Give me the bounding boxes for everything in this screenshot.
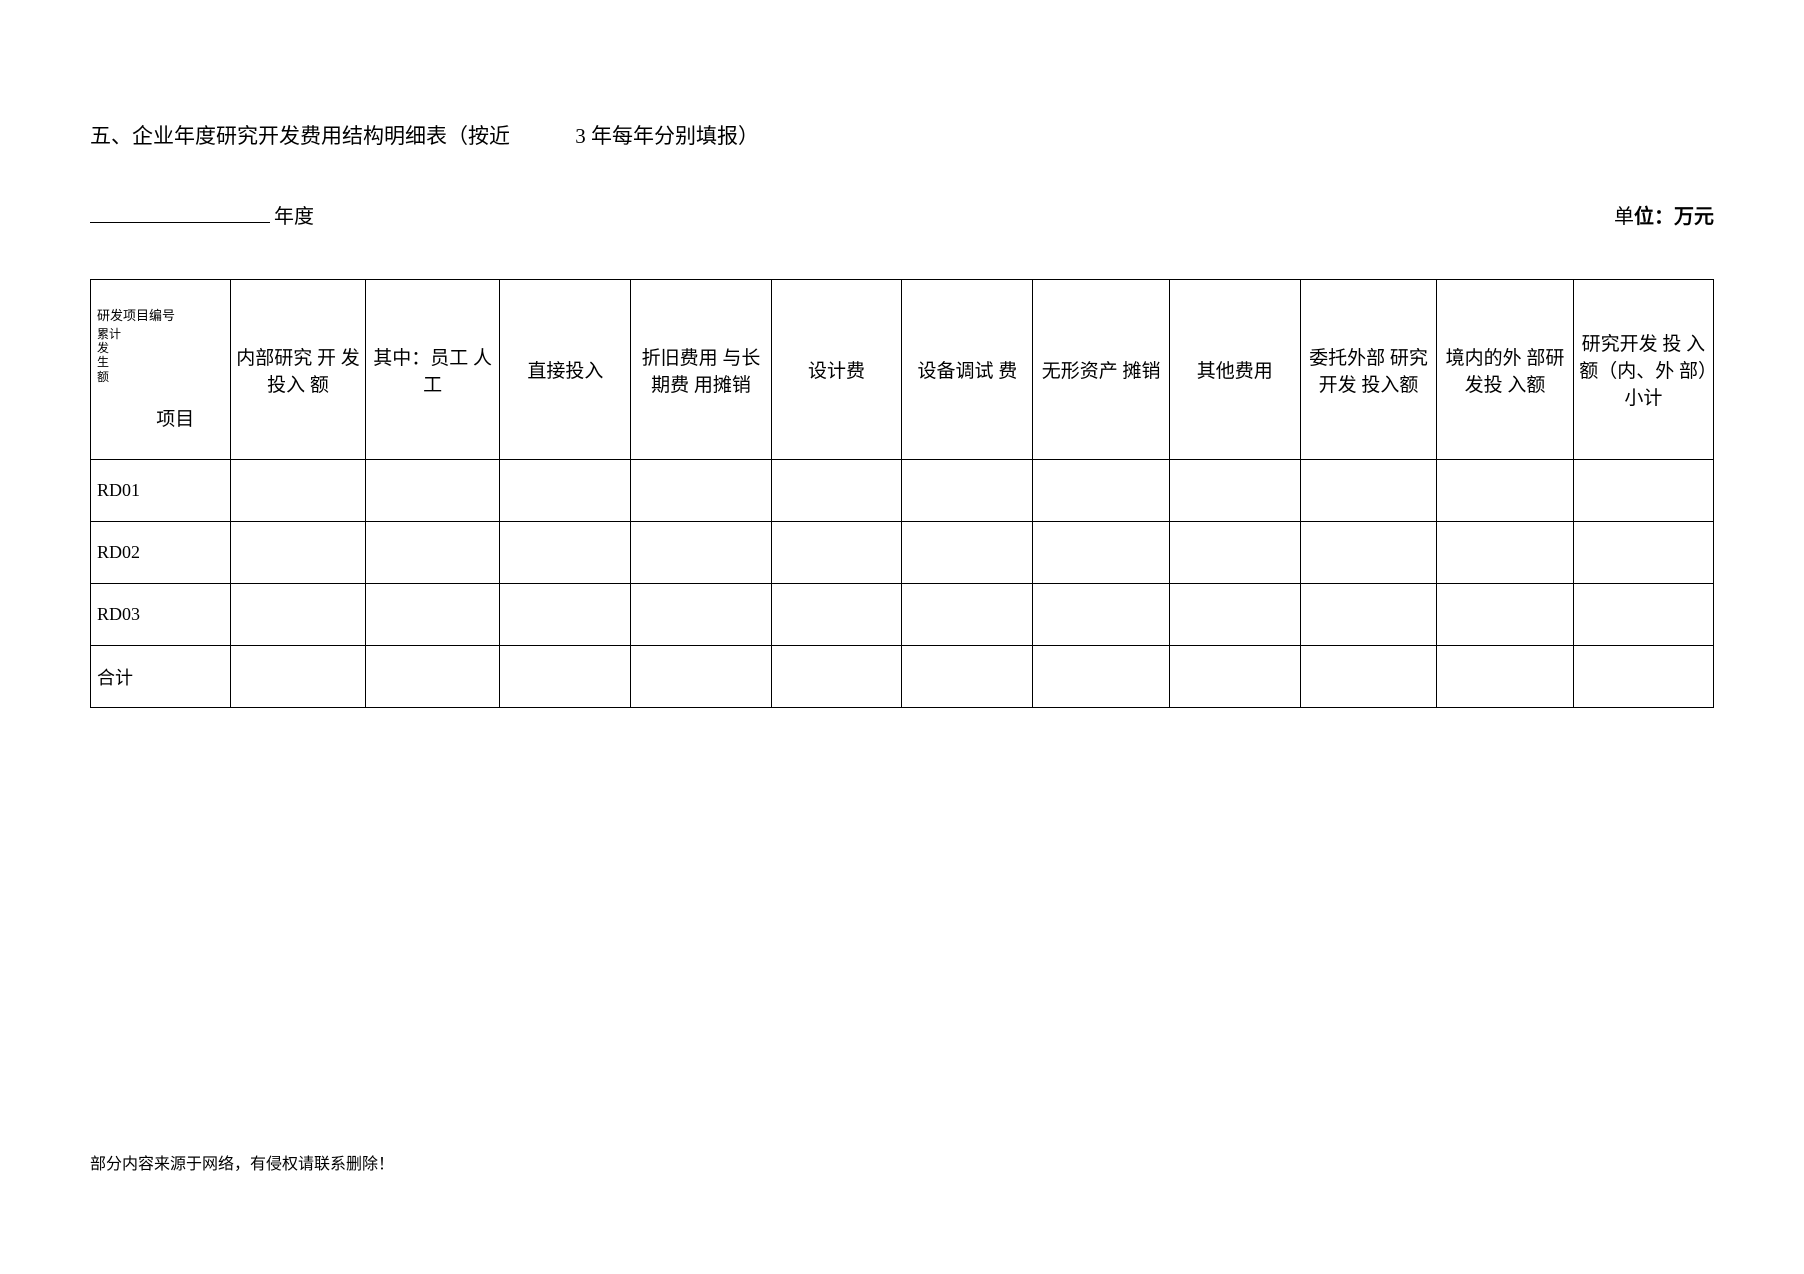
data-cell <box>902 460 1033 522</box>
header-col-2: 其中：员工 人 工 <box>365 280 500 460</box>
data-cell <box>231 646 366 708</box>
data-cell <box>771 522 902 584</box>
header-col-0: 研发项目编号 累计发生额 项目 <box>91 280 231 460</box>
data-cell <box>231 584 366 646</box>
header-col-8: 其他费用 <box>1169 280 1300 460</box>
data-cell <box>500 522 631 584</box>
data-cell <box>1300 460 1436 522</box>
data-cell <box>365 646 500 708</box>
data-cell <box>1437 646 1573 708</box>
data-cell <box>365 460 500 522</box>
data-cell <box>1169 646 1300 708</box>
header-col-7: 无形资产 摊销 <box>1033 280 1169 460</box>
row-label: 合计 <box>91 646 231 708</box>
data-cell <box>631 646 771 708</box>
table-row: RD03 <box>91 584 1714 646</box>
data-cell <box>771 584 902 646</box>
data-cell <box>1573 460 1713 522</box>
year-blank-line <box>90 222 270 223</box>
data-cell <box>1169 460 1300 522</box>
data-cell <box>365 522 500 584</box>
title-part-2: 3 年每年分别填报） <box>575 120 759 150</box>
data-cell <box>771 646 902 708</box>
data-cell <box>1033 584 1169 646</box>
footer-note: 部分内容来源于网络，有侵权请联系删除！ <box>90 1150 394 1174</box>
header-col-0-bottom: 项目 <box>97 404 224 431</box>
table-row: RD01 <box>91 460 1714 522</box>
header-col-9: 委托外部 研究 开发 投入额 <box>1300 280 1436 460</box>
data-cell <box>1573 646 1713 708</box>
data-cell <box>365 584 500 646</box>
header-col-3: 直接投入 <box>500 280 631 460</box>
header-col-11: 研究开发 投 入额（内、外 部）小计 <box>1573 280 1713 460</box>
data-cell <box>1300 646 1436 708</box>
data-cell <box>771 460 902 522</box>
data-cell <box>1033 460 1169 522</box>
data-cell <box>902 646 1033 708</box>
data-cell <box>902 522 1033 584</box>
header-col-10: 境内的外 部研 发投 入额 <box>1437 280 1573 460</box>
unit-prefix: 单 <box>1614 206 1634 228</box>
data-cell <box>1169 522 1300 584</box>
data-cell <box>500 646 631 708</box>
data-cell <box>500 584 631 646</box>
table-row: 合计 <box>91 646 1714 708</box>
header-col-4: 折旧费用 与长 期费 用摊销 <box>631 280 771 460</box>
unit-bold: 位：万元 <box>1634 206 1714 228</box>
data-cell <box>1300 522 1436 584</box>
data-cell <box>500 460 631 522</box>
header-col-6: 设备调试 费 <box>902 280 1033 460</box>
title-part-1: 五、企业年度研究开发费用结构明细表（按近 <box>90 120 510 150</box>
year-unit-row: 年度 单位：万元 <box>90 200 1714 229</box>
document-title: 五、企业年度研究开发费用结构明细表（按近 3 年每年分别填报） <box>90 120 1714 150</box>
rd-expense-table: 研发项目编号 累计发生额 项目 内部研究 开 发投入 额 其中：员工 人 工 直… <box>90 279 1714 708</box>
data-cell <box>1033 646 1169 708</box>
data-cell <box>1033 522 1169 584</box>
header-col-0-vertical: 累计发生额 <box>97 327 224 385</box>
data-cell <box>1573 522 1713 584</box>
data-cell <box>1573 584 1713 646</box>
header-col-0-top: 研发项目编号 <box>97 308 224 325</box>
year-suffix: 年度 <box>274 200 314 229</box>
data-cell <box>1300 584 1436 646</box>
data-cell <box>1437 460 1573 522</box>
header-col-5: 设计费 <box>771 280 902 460</box>
data-cell <box>631 584 771 646</box>
data-cell <box>1169 584 1300 646</box>
data-cell <box>631 522 771 584</box>
data-cell <box>631 460 771 522</box>
row-label: RD03 <box>91 584 231 646</box>
data-cell <box>231 460 366 522</box>
data-cell <box>902 584 1033 646</box>
row-label: RD02 <box>91 522 231 584</box>
unit-label: 单位：万元 <box>1614 200 1714 229</box>
table-row: RD02 <box>91 522 1714 584</box>
data-cell <box>1437 584 1573 646</box>
table-header-row: 研发项目编号 累计发生额 项目 内部研究 开 发投入 额 其中：员工 人 工 直… <box>91 280 1714 460</box>
data-cell <box>1437 522 1573 584</box>
header-col-1: 内部研究 开 发投入 额 <box>231 280 366 460</box>
row-label: RD01 <box>91 460 231 522</box>
data-cell <box>231 522 366 584</box>
year-field: 年度 <box>90 200 314 229</box>
